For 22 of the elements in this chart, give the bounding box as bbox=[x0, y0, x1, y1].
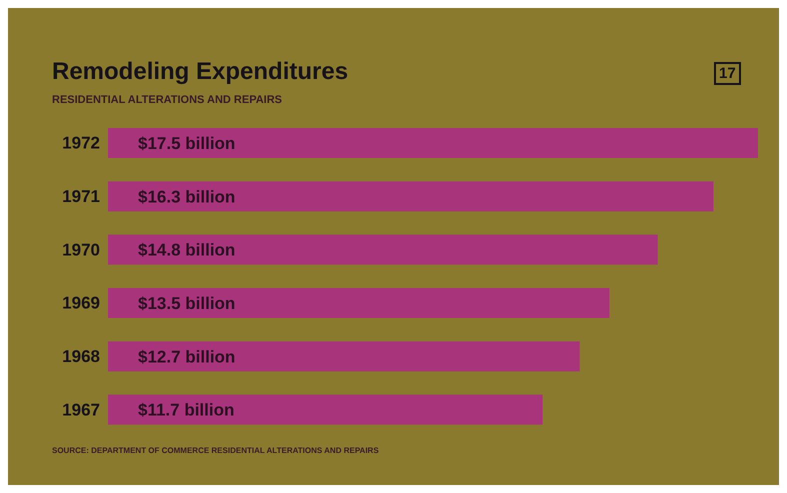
text: 17 bbox=[714, 62, 741, 85]
source-note: SOURCE: DEPARTMENT OF COMMERCE RESIDENTIAL ALTERATIONS AND REPAIRS bbox=[52, 446, 379, 455]
bar bbox=[108, 181, 714, 212]
data-label: $17.5 billion bbox=[138, 134, 236, 153]
data-label: $13.5 billion bbox=[138, 294, 236, 313]
data-label: $12.7 billion bbox=[138, 347, 236, 366]
bar bbox=[108, 288, 610, 318]
y-tick-label: 1967 bbox=[62, 400, 100, 420]
data-label: $16.3 billion bbox=[138, 187, 236, 206]
data-label: $11.7 billion bbox=[138, 400, 234, 420]
y-tick-label: 1970 bbox=[62, 240, 100, 260]
chart-subtitle: RESIDENTIAL ALTERATIONS AND REPAIRS bbox=[52, 94, 282, 106]
bar bbox=[108, 341, 580, 372]
chart-title: Remodeling Expenditures bbox=[52, 58, 348, 86]
data-label: $14.8 billion bbox=[138, 240, 236, 260]
bar bbox=[108, 394, 543, 425]
bar bbox=[108, 234, 658, 265]
y-tick-label: 1971 bbox=[62, 187, 100, 206]
y-tick-label: 1972 bbox=[62, 134, 100, 153]
bar bbox=[108, 128, 758, 158]
y-tick-label: 1969 bbox=[62, 294, 100, 313]
y-tick-label: 1968 bbox=[62, 347, 100, 366]
